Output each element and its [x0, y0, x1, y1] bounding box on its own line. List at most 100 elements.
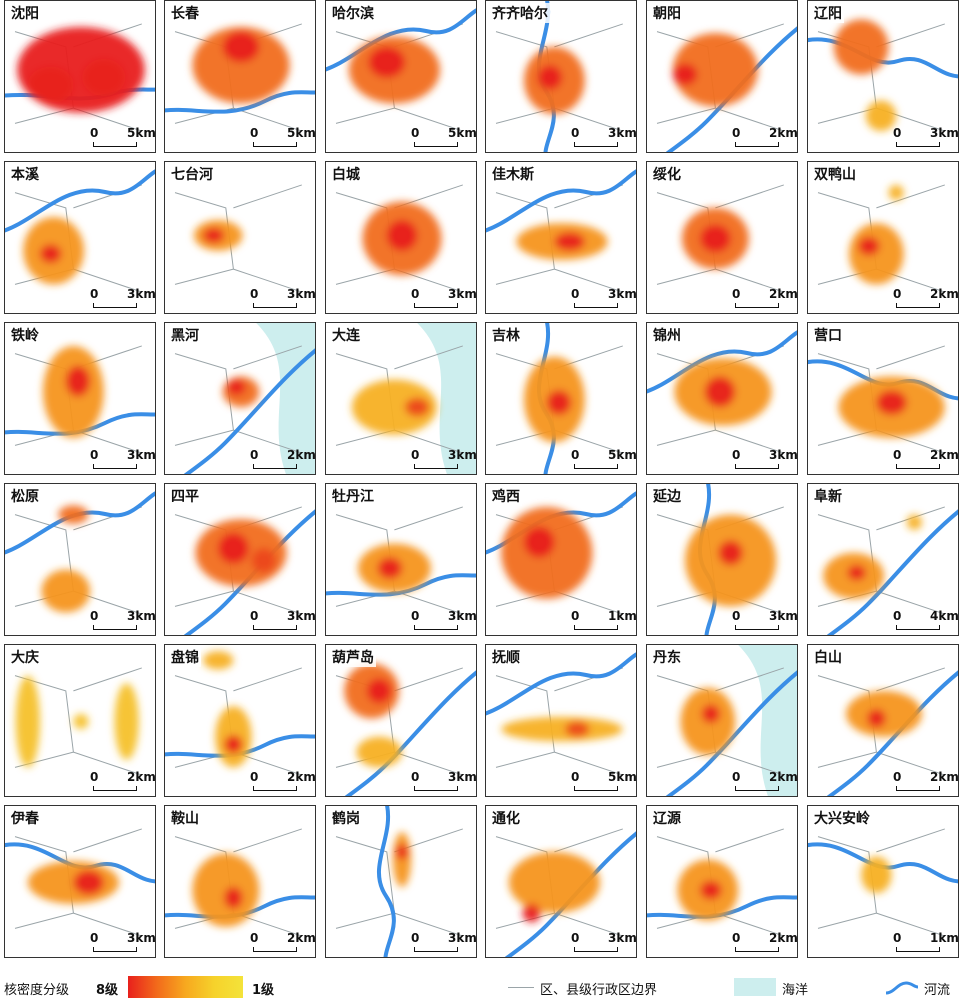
scale-distance-label: 2km [287, 448, 316, 462]
density-blob [73, 713, 89, 730]
city-map-panel: 锦州 0 3km [646, 322, 798, 475]
density-map [647, 828, 797, 937]
city-map-panel: 七台河 0 3km [164, 161, 316, 314]
city-name-label: 朝阳 [651, 3, 683, 23]
city-map-panel: 牡丹江 0 3km [325, 483, 477, 636]
city-map-panel: 营口 0 2km [807, 322, 959, 475]
density-blob [565, 721, 590, 737]
density-blob [522, 903, 541, 923]
district-boundary [233, 184, 302, 293]
city-map-panel: 齐齐哈尔 0 3km [485, 0, 637, 153]
scale-zero-label: 0 [893, 126, 902, 140]
scale-bar-line [896, 625, 940, 630]
river [808, 842, 958, 884]
density-map [5, 491, 155, 615]
city-name-label: 白城 [330, 164, 362, 184]
density-map [817, 667, 958, 796]
scale-bar-line [414, 142, 458, 147]
scale-zero-label: 0 [571, 448, 580, 462]
city-name-label: 牡丹江 [330, 486, 376, 506]
river [826, 509, 958, 635]
sea-area [738, 645, 797, 796]
density-blob [865, 100, 897, 132]
density-blob [377, 557, 402, 579]
sea-swatch-icon [734, 978, 776, 996]
city-name-label: 长春 [169, 3, 201, 23]
density-blob [501, 716, 623, 742]
city-map-panel: 鸡西 0 1km [485, 483, 637, 636]
river [5, 412, 155, 436]
scale-distance-label: 2km [930, 770, 959, 784]
scale-distance-label: 2km [287, 770, 316, 784]
city-map-panel: 松原 0 3km [4, 483, 156, 636]
city-name-label: 齐齐哈尔 [490, 3, 550, 23]
city-map-panel: 伊春 0 3km [4, 805, 156, 958]
scale-bar-line [253, 947, 297, 952]
density-blob [224, 887, 243, 909]
density-map [5, 345, 155, 454]
scale-zero-label: 0 [732, 609, 741, 623]
legend-river-label: 河流 [924, 983, 951, 998]
scale-bar-line [735, 947, 779, 952]
river-icon [885, 981, 919, 995]
district-boundary [394, 506, 463, 615]
density-blob [867, 709, 886, 728]
density-map [165, 651, 315, 776]
density-blob [41, 569, 91, 613]
density-blobs [351, 379, 437, 435]
scale-distance-label: 2km [930, 287, 959, 301]
scale-bar-line [253, 142, 297, 147]
river [486, 169, 636, 233]
city-name-label: 盘锦 [169, 647, 201, 667]
scale-distance-label: 3km [127, 287, 156, 301]
density-blob [65, 365, 91, 397]
density-map [174, 184, 302, 293]
city-name-label: 大兴安岭 [812, 808, 872, 828]
density-blobs [41, 505, 91, 613]
density-blob [672, 63, 698, 86]
density-blob [203, 651, 234, 670]
city-name-label: 沈阳 [9, 3, 41, 23]
density-blobs [195, 519, 287, 587]
city-map-panel: 大连 0 3km [325, 322, 477, 475]
city-map-panel: 鹤岗 0 3km [325, 805, 477, 958]
density-blob [906, 514, 922, 530]
density-blobs [685, 514, 777, 607]
city-map-panel: 四平 0 3km [164, 483, 316, 636]
scale-bar-line [93, 947, 137, 952]
scale-distance-label: 1km [608, 609, 637, 623]
city-name-label: 七台河 [169, 164, 215, 184]
river [326, 8, 476, 72]
city-name-label: 鸡西 [490, 486, 522, 506]
district-boundary [174, 353, 234, 446]
scale-distance-label: 5km [608, 448, 637, 462]
district-boundary [554, 23, 623, 132]
scale-distance-label: 2km [769, 287, 798, 301]
city-name-label: 辽源 [651, 808, 683, 828]
scale-zero-label: 0 [90, 126, 99, 140]
district-boundary [73, 667, 142, 776]
density-blob [192, 853, 260, 927]
legend-sea-label: 海洋 [782, 983, 809, 998]
density-blobs [508, 851, 600, 923]
scale-zero-label: 0 [411, 609, 420, 623]
density-blob [58, 505, 89, 524]
density-blobs [203, 651, 252, 768]
density-blob [218, 532, 249, 564]
density-blobs [348, 36, 440, 104]
density-blobs [357, 543, 431, 593]
density-map [335, 806, 463, 957]
density-blobs [672, 33, 758, 107]
scale-bar-line [896, 142, 940, 147]
district-boundary [876, 828, 945, 937]
city-map-panel: 哈尔滨 0 5km [325, 0, 477, 153]
scale-zero-label: 0 [411, 931, 420, 945]
scale-distance-label: 3km [448, 287, 477, 301]
scale-zero-label: 0 [250, 609, 259, 623]
city-map-panel: 大庆 0 2km [4, 644, 156, 797]
scale-bar-line [93, 464, 137, 469]
density-blob [356, 736, 402, 768]
scale-bar-line [414, 947, 458, 952]
density-blob [395, 844, 409, 860]
district-boundary [715, 667, 784, 776]
